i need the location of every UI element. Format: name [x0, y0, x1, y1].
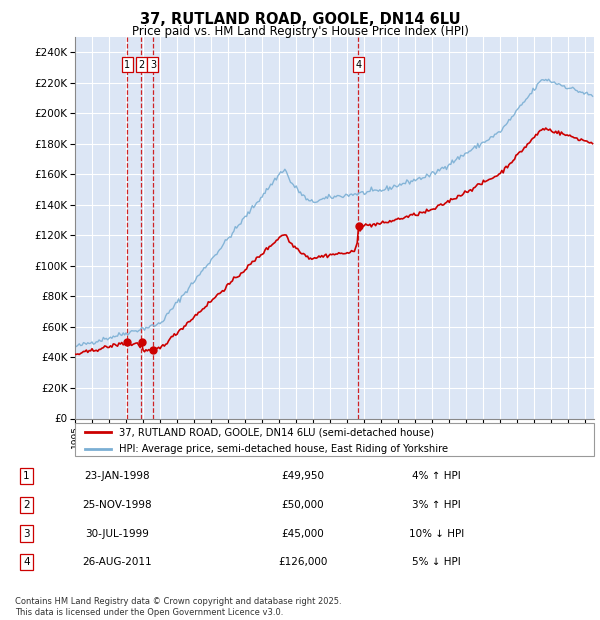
Text: 10% ↓ HPI: 10% ↓ HPI	[409, 529, 464, 539]
Text: 23-JAN-1998: 23-JAN-1998	[84, 471, 149, 481]
Text: 25-NOV-1998: 25-NOV-1998	[82, 500, 152, 510]
Text: 30-JUL-1999: 30-JUL-1999	[85, 529, 149, 539]
Text: 3% ↑ HPI: 3% ↑ HPI	[412, 500, 461, 510]
Text: 1: 1	[23, 471, 30, 481]
Text: HPI: Average price, semi-detached house, East Riding of Yorkshire: HPI: Average price, semi-detached house,…	[119, 443, 448, 454]
Text: Contains HM Land Registry data © Crown copyright and database right 2025.
This d: Contains HM Land Registry data © Crown c…	[15, 598, 341, 617]
Text: 26-AUG-2011: 26-AUG-2011	[82, 557, 152, 567]
Text: 2: 2	[138, 60, 145, 69]
Text: Price paid vs. HM Land Registry's House Price Index (HPI): Price paid vs. HM Land Registry's House …	[131, 25, 469, 38]
Text: 37, RUTLAND ROAD, GOOLE, DN14 6LU (semi-detached house): 37, RUTLAND ROAD, GOOLE, DN14 6LU (semi-…	[119, 427, 434, 437]
Text: 37, RUTLAND ROAD, GOOLE, DN14 6LU: 37, RUTLAND ROAD, GOOLE, DN14 6LU	[140, 12, 460, 27]
Text: 1: 1	[124, 60, 130, 69]
Text: 4: 4	[23, 557, 30, 567]
Text: 3: 3	[23, 529, 30, 539]
Text: 3: 3	[150, 60, 156, 69]
Text: 4% ↑ HPI: 4% ↑ HPI	[412, 471, 461, 481]
Text: 2: 2	[23, 500, 30, 510]
Text: £45,000: £45,000	[281, 529, 325, 539]
Text: 4: 4	[355, 60, 361, 69]
Text: £49,950: £49,950	[281, 471, 325, 481]
Text: 5% ↓ HPI: 5% ↓ HPI	[412, 557, 461, 567]
Text: £50,000: £50,000	[281, 500, 325, 510]
FancyBboxPatch shape	[75, 423, 594, 456]
Text: £126,000: £126,000	[278, 557, 328, 567]
